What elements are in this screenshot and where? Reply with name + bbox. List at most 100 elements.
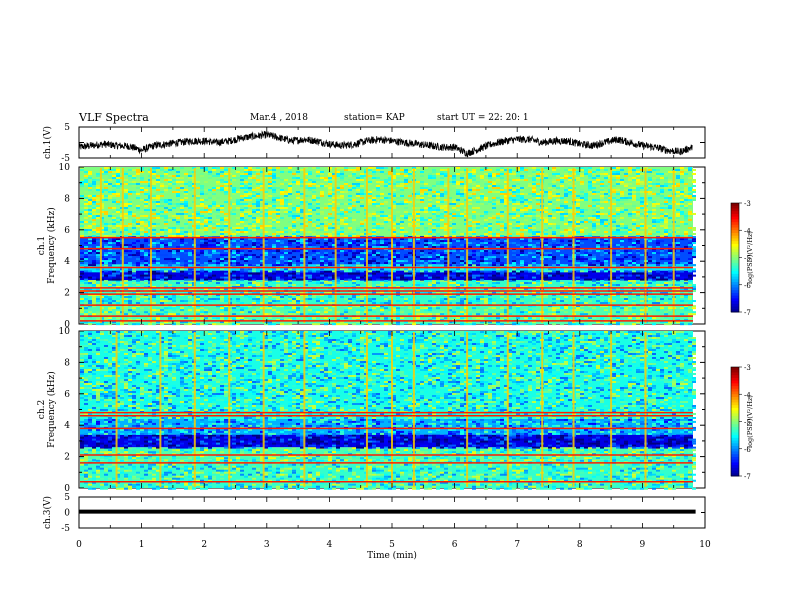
ch1-cell bbox=[256, 187, 260, 189]
ch1-cell bbox=[156, 317, 160, 320]
ch1-cell bbox=[400, 323, 404, 326]
ch1-cell bbox=[472, 317, 476, 320]
ch1-cell bbox=[172, 268, 176, 271]
ch1-cell bbox=[424, 167, 428, 169]
ch1-cell bbox=[164, 286, 168, 289]
ch1-cell bbox=[256, 302, 260, 305]
ch1-cell bbox=[420, 171, 424, 173]
ch1-cell bbox=[640, 309, 644, 312]
ch1-cell bbox=[128, 274, 132, 277]
ch1-cell bbox=[600, 311, 604, 314]
ch1-cell bbox=[444, 264, 448, 267]
ch1-cell bbox=[608, 278, 612, 281]
ch1-cell bbox=[224, 169, 228, 171]
ch1-cell bbox=[196, 185, 200, 187]
ch1-cell bbox=[408, 171, 412, 173]
ch1-cell bbox=[356, 167, 360, 169]
ch1-cell bbox=[524, 171, 528, 173]
ch1-cell bbox=[516, 294, 520, 297]
ch1-cell bbox=[340, 258, 344, 261]
ch1-cell bbox=[172, 323, 176, 326]
ch1-cell bbox=[424, 187, 428, 189]
ch1-cell bbox=[176, 250, 180, 253]
ch1-cell bbox=[328, 278, 332, 281]
ch1-cell bbox=[632, 317, 636, 320]
ch1-cell bbox=[528, 317, 532, 320]
ch1-cell bbox=[312, 185, 316, 187]
ch1-cell bbox=[484, 323, 488, 326]
ch1-cell bbox=[88, 288, 92, 291]
ch1-cell bbox=[576, 256, 580, 259]
ch1-cell bbox=[632, 298, 636, 301]
ch1-cell bbox=[516, 254, 520, 257]
ch1-cell bbox=[308, 179, 312, 181]
ch1-cell bbox=[632, 300, 636, 303]
ch1-cell bbox=[564, 181, 568, 183]
ch1-cell bbox=[164, 264, 168, 267]
ch1-cell bbox=[284, 169, 288, 171]
ch1-cell bbox=[328, 256, 332, 259]
ch1-cell bbox=[356, 240, 360, 243]
ch1-cell bbox=[92, 302, 96, 305]
ch1-cell bbox=[664, 173, 668, 175]
ch1-cell bbox=[112, 278, 116, 281]
ch1-cell bbox=[400, 311, 404, 314]
ch1-cell bbox=[232, 179, 236, 181]
ch1-cell bbox=[604, 294, 608, 297]
ch1-cell bbox=[236, 317, 240, 320]
ch1-cell bbox=[172, 288, 176, 291]
ch1-cell bbox=[520, 250, 524, 253]
ch1-cell bbox=[532, 298, 536, 301]
ch1-cell bbox=[628, 252, 632, 255]
ch1-cell bbox=[152, 183, 156, 185]
ch1-cell bbox=[608, 298, 612, 301]
ch1-cell bbox=[480, 276, 484, 279]
ch1-cell bbox=[252, 246, 256, 249]
ch1-cell bbox=[648, 252, 652, 255]
ch1-cell bbox=[520, 311, 524, 314]
ch1-cell bbox=[88, 173, 92, 175]
ch1-cell bbox=[156, 305, 160, 308]
ch1-cell bbox=[376, 185, 380, 187]
ch1-cell bbox=[80, 298, 84, 301]
ch1-cell bbox=[96, 278, 100, 281]
ch1-cell bbox=[676, 171, 680, 173]
ch1-cell bbox=[668, 252, 672, 255]
ch1-cell bbox=[476, 260, 480, 263]
ch1-cell bbox=[84, 270, 88, 273]
ch1-cell bbox=[496, 167, 500, 169]
ch1-cell bbox=[128, 270, 132, 273]
ch1-cell bbox=[648, 307, 652, 310]
ch1-cell bbox=[236, 280, 240, 283]
ch1-cell bbox=[336, 284, 340, 287]
ch1-cell bbox=[624, 262, 628, 265]
ch1-cell bbox=[328, 302, 332, 305]
ch1-cell bbox=[276, 305, 280, 308]
ch1-cell bbox=[692, 238, 696, 241]
ch1-cell bbox=[372, 238, 376, 241]
ch1-cell bbox=[268, 187, 272, 189]
ch1-cell bbox=[360, 305, 364, 308]
ch1-cell bbox=[116, 323, 120, 326]
ch1-cell bbox=[484, 185, 488, 187]
ch1-cell bbox=[276, 185, 280, 187]
ch1-cell bbox=[328, 309, 332, 312]
ch1-cell bbox=[336, 278, 340, 281]
ch1-cell bbox=[680, 286, 684, 289]
ch1-cell bbox=[248, 286, 252, 289]
ch1-cell bbox=[660, 272, 664, 275]
ch1-cell bbox=[104, 262, 108, 265]
ch1-cell bbox=[472, 254, 476, 257]
ch1-cell bbox=[244, 292, 248, 295]
ch1-cell bbox=[96, 298, 100, 301]
ch1-cell bbox=[408, 252, 412, 255]
ch1-cell bbox=[332, 244, 336, 247]
ch1-cell bbox=[624, 250, 628, 253]
ch1-cell bbox=[420, 280, 424, 283]
ch1-cell bbox=[480, 173, 484, 175]
ch1-cell bbox=[380, 288, 384, 291]
ch1-cell bbox=[128, 244, 132, 247]
ch1-cell bbox=[144, 272, 148, 275]
ch1-cell bbox=[376, 238, 380, 241]
ch1-cell bbox=[612, 268, 616, 271]
